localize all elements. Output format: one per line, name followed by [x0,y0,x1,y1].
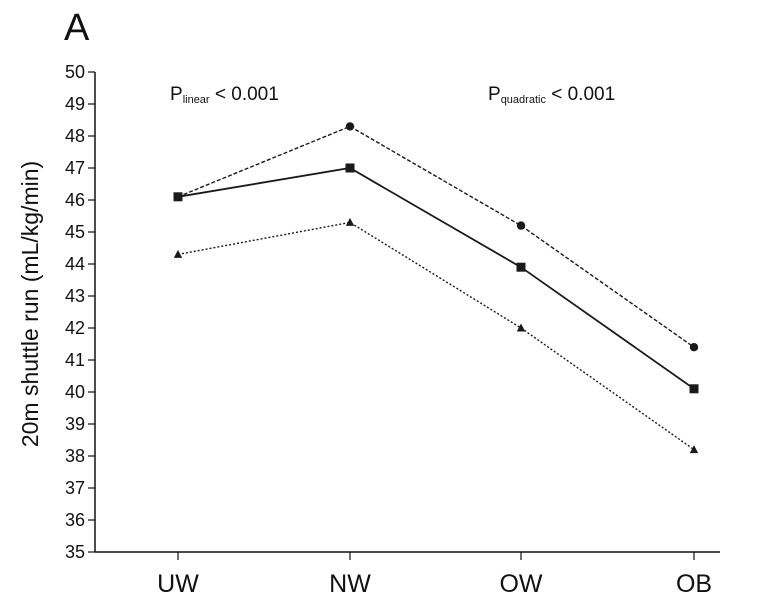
p-quadratic-annotation: Pquadratic < 0.001 [488,84,615,106]
series-2 [173,163,699,394]
y-tick-label: 50 [65,62,85,82]
y-tick-label: 36 [65,510,85,530]
series-line [177,221,695,451]
y-axis-label: 20m shuttle run (mL/kg/min) [17,161,43,447]
y-tick-label: 43 [65,286,85,306]
data-point-square [689,384,699,394]
y-tick-label: 35 [65,542,85,562]
y-tick-label: 46 [65,190,85,210]
data-point-circle [689,343,699,352]
x-tick-label: UW [157,570,199,598]
data-point-square [345,163,355,173]
x-ticks: UW NW OW OB [157,552,712,598]
y-tick-label: 40 [65,382,85,402]
p-linear-annotation: Plinear < 0.001 [170,84,279,106]
data-point-triangle [345,217,355,226]
y-tick-label: 49 [65,94,85,114]
y-tick-label: 44 [65,254,85,274]
series-3 [173,217,699,454]
y-tick-label: 45 [65,222,85,242]
y-axis: 35 36 37 38 39 40 41 42 43 44 45 46 47 48 49 50 [65,62,96,562]
x-tick-label: OW [499,570,542,598]
series-line [177,167,695,390]
data-point-square [173,192,183,202]
y-tick-label: 48 [65,126,85,146]
series-1 [173,122,699,352]
series-layer [173,122,699,454]
y-tick-label: 47 [65,158,85,178]
y-ticks: 35 36 37 38 39 40 41 42 43 44 45 46 47 48 49 50 [65,62,95,562]
data-point-circle [345,122,355,131]
x-tick-label: OB [676,570,712,598]
data-point-triangle [173,249,183,258]
y-tick-label: 41 [65,350,85,370]
y-tick-label: 42 [65,318,85,338]
series-line [177,125,695,348]
y-tick-label: 38 [65,446,85,466]
data-point-triangle [689,445,699,454]
x-tick-label: NW [329,570,371,598]
panel-label: A [64,7,90,49]
data-point-circle [516,221,526,230]
data-point-triangle [516,323,526,332]
data-point-square [516,262,526,272]
y-tick-label: 37 [65,478,85,498]
x-axis: UW NW OW OB [95,551,720,598]
y-tick-label: 39 [65,414,85,434]
